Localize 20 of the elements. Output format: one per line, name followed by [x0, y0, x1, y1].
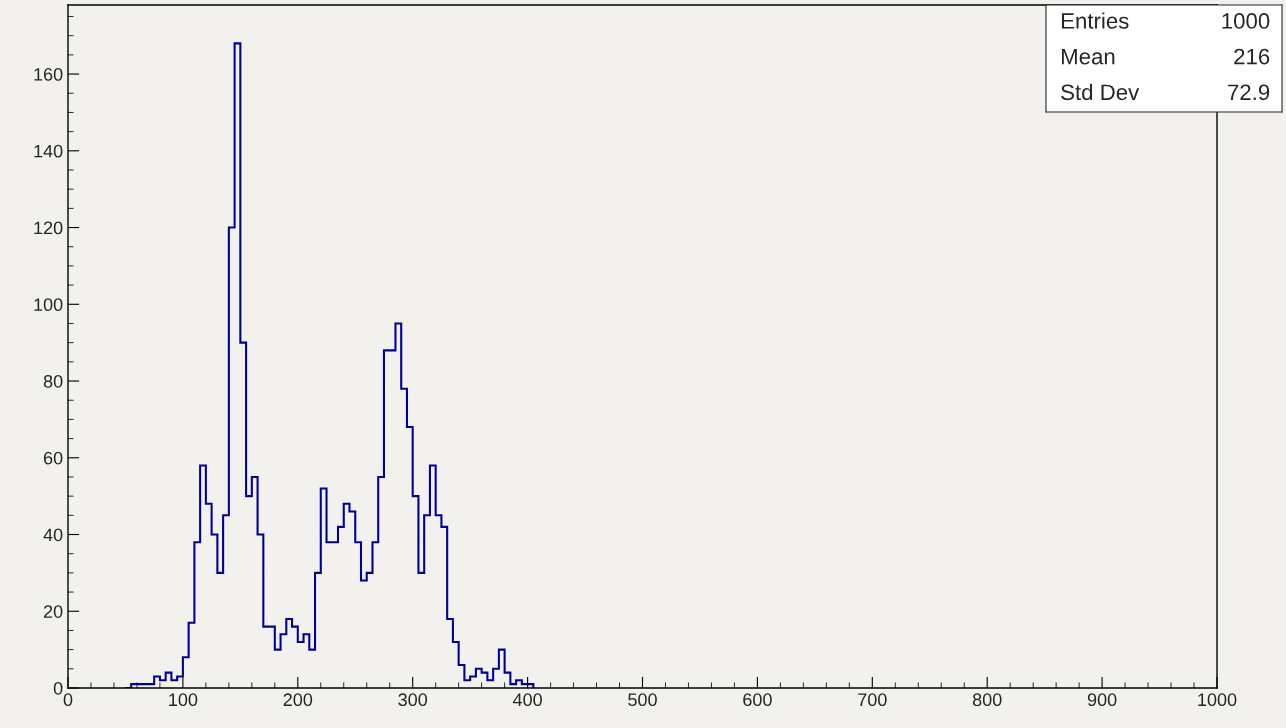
x-tick-label: 100 [169, 693, 198, 707]
y-tick-label: 80 [43, 374, 63, 388]
y-tick-label: 120 [34, 221, 63, 235]
y-tick-label: 0 [53, 681, 63, 695]
x-tick-label: 300 [398, 693, 428, 707]
y-tick-label: 40 [43, 528, 63, 542]
x-tick-label: 200 [283, 693, 313, 707]
x-tick-label: 800 [972, 693, 1002, 707]
y-tick-label: 100 [34, 298, 63, 312]
x-tick-label: 500 [628, 693, 657, 707]
x-tick-label: 1000 [1198, 693, 1237, 707]
x-tick-label: 0 [63, 693, 73, 707]
x-tick-label: 400 [512, 693, 542, 707]
y-tick-label: 140 [34, 144, 63, 158]
y-tick-label: 20 [43, 605, 63, 618]
y-tick-label: 160 [34, 68, 63, 81]
x-tick-label: 900 [1087, 693, 1117, 707]
x-tick-label: 600 [743, 693, 772, 707]
y-tick-label: 60 [43, 451, 63, 465]
x-tick-label: 700 [858, 693, 887, 707]
